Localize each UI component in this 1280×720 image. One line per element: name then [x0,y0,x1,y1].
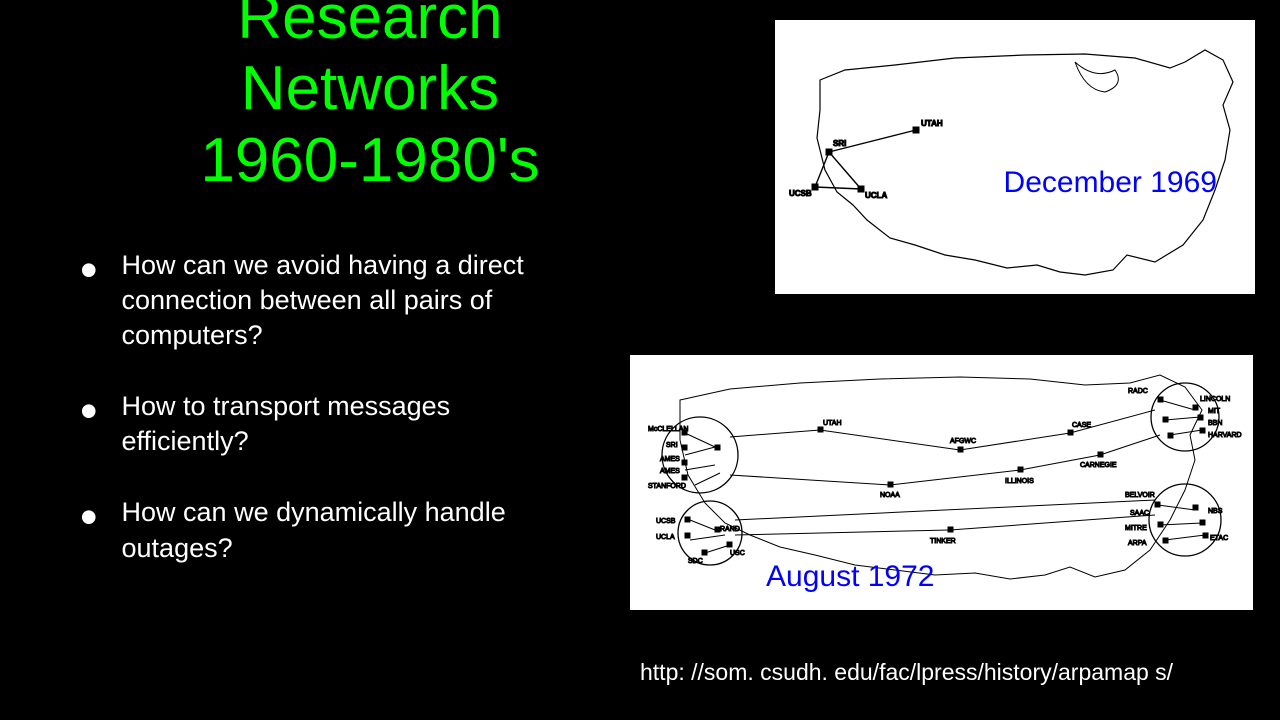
svg-text:SDC: SDC [688,558,703,565]
svg-text:RAND: RAND [720,526,740,533]
svg-text:STANFORD: STANFORD [648,483,686,490]
map-panel-1969: SRI UCSB UCLA UTAH December 1969 [775,20,1255,294]
svg-text:USC: USC [730,550,745,557]
bullet-icon: • [80,258,98,283]
svg-text:AFGWC: AFGWC [950,438,976,445]
svg-text:UTAH: UTAH [823,420,842,427]
svg-text:HARVARD: HARVARD [1208,432,1242,439]
bullet-text: How to transport messages efficiently? [122,389,560,459]
svg-text:CARNEGIE: CARNEGIE [1080,462,1117,469]
map-panel-1972: McCLELLAN SRI AMES AMES STANFORD UCSB UC… [630,355,1253,610]
us-map-1969: SRI UCSB UCLA UTAH [775,20,1255,294]
svg-text:MIT: MIT [1208,408,1221,415]
svg-text:BELVOIR: BELVOIR [1125,492,1155,499]
svg-text:BBN: BBN [1208,420,1222,427]
us-map-1972: McCLELLAN SRI AMES AMES STANFORD UCSB UC… [630,355,1253,610]
svg-text:ETAC: ETAC [1210,535,1228,542]
svg-text:SRI: SRI [666,442,678,449]
svg-text:CASE: CASE [1072,422,1091,429]
svg-text:UCSB: UCSB [656,518,676,525]
svg-text:NOAA: NOAA [880,492,900,499]
svg-text:UCLA: UCLA [865,191,887,200]
bullet-text: How can we avoid having a direct connect… [122,248,560,353]
svg-text:AMES: AMES [660,456,680,463]
citation-text: http: //som. csudh. edu/fac/lpress/histo… [640,658,1260,687]
map-caption-1969: December 1969 [1004,166,1217,200]
svg-text:NBS: NBS [1208,508,1223,515]
svg-text:ARPA: ARPA [1128,540,1147,547]
map-caption-1972: August 1972 [766,560,934,594]
svg-text:AMES: AMES [660,468,680,475]
svg-text:SRI: SRI [833,139,846,148]
svg-text:UCLA: UCLA [656,534,675,541]
svg-text:McCLELLAN: McCLELLAN [648,426,688,433]
bullet-icon: • [80,505,98,530]
list-item: • How can we avoid having a direct conne… [80,248,560,353]
svg-text:RADC: RADC [1128,388,1148,395]
svg-text:MITRE: MITRE [1125,525,1147,532]
svg-text:SAAC: SAAC [1130,510,1149,517]
svg-text:UCSB: UCSB [789,189,812,198]
svg-text:TINKER: TINKER [930,538,956,545]
bullet-icon: • [80,399,98,424]
list-item: • How can we dynamically handle outages? [80,495,560,565]
bullet-text: How can we dynamically handle outages? [122,495,560,565]
svg-text:UTAH: UTAH [921,119,943,128]
bullet-list: • How can we avoid having a direct conne… [80,248,560,602]
slide-title: Research Networks 1960-1980's [190,0,550,196]
svg-text:ILLINOIS: ILLINOIS [1005,478,1034,485]
list-item: • How to transport messages efficiently? [80,389,560,459]
svg-text:LINCOLN: LINCOLN [1200,396,1230,403]
